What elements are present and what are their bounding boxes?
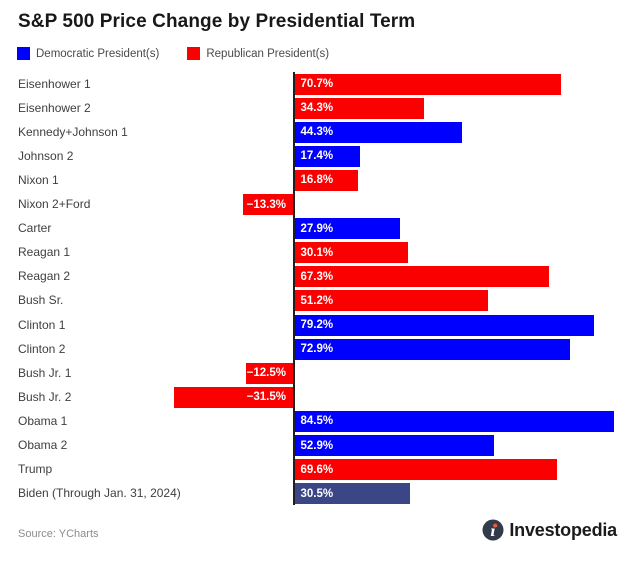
category-label: Reagan 2 [18,269,71,284]
chart-row: Obama 1 84.5% [0,410,633,432]
bar-democratic: 27.9% [294,218,400,240]
category-label: Carter [18,221,52,236]
bar-republican: −13.3% [242,194,293,215]
bar-democratic: 72.9% [294,338,570,360]
chart-row: Trump 69.6% [0,459,633,481]
category-label: Nixon 2+Ford [18,197,91,211]
category-label: Clinton 1 [18,317,66,332]
chart-title: S&P 500 Price Change by Presidential Ter… [18,11,416,32]
bar-republican: 16.8% [294,169,358,191]
chart-row: Nixon 2+Ford −13.3% [0,194,633,215]
chart-row: Bush Jr. 2 −31.5% [0,386,633,408]
chart-row: Reagan 2 67.3% [0,266,633,288]
legend: Democratic President(s) Republican Presi… [17,47,329,60]
bar-democratic: 84.5% [294,410,614,432]
bar-democratic: 30.5% [294,483,410,505]
chart-row: Reagan 1 30.1% [0,242,633,264]
plot-area: Eisenhower 1 70.7% Eisenhower 2 34.3% Kenned… [0,72,633,508]
legend-label-democratic: Democratic President(s) [36,47,160,60]
category-label: Bush Jr. 2 [18,389,72,404]
chart-row: Clinton 2 72.9% [0,338,633,360]
republican-swatch [187,47,201,60]
value-label: 30.5% [300,487,334,500]
bar-republican: 30.1% [294,242,409,264]
category-label: Bush Jr. 1 [18,365,72,380]
bar-republican: 51.2% [294,290,488,312]
investopedia-logo: ı Investopedia [482,519,617,541]
value-label: 69.6% [300,463,334,476]
bar-republican: −31.5% [174,386,293,408]
value-label: 51.2% [300,294,334,307]
legend-label-republican: Republican President(s) [206,47,330,60]
value-label: 72.9% [300,343,334,356]
category-label: Kennedy+Johnson 1 [18,124,128,139]
value-label: 17.4% [300,150,334,163]
chart-row: Eisenhower 2 34.3% [0,97,633,119]
svg-text:ı: ı [490,524,495,540]
value-label: 34.3% [300,102,334,115]
investopedia-icon: ı [482,519,504,541]
category-label: Obama 1 [18,413,68,428]
category-label: Johnson 2 [18,148,74,163]
chart-row: Eisenhower 1 70.7% [0,73,633,95]
value-label: −13.3% [246,198,286,211]
bar-democratic: 79.2% [294,314,594,336]
category-label: Eisenhower 2 [18,100,91,115]
legend-item-democratic: Democratic President(s) [17,47,159,60]
bar-republican: −12.5% [245,362,293,384]
value-label: 27.9% [300,222,334,235]
chart-row: Clinton 1 79.2% [0,314,633,336]
chart-row: Nixon 1 16.8% [0,169,633,191]
value-label: 79.2% [300,319,334,331]
chart-row: Kennedy+Johnson 1 44.3% [0,121,633,143]
value-label: −31.5% [246,391,286,404]
category-label: Nixon 1 [18,172,59,187]
legend-item-republican: Republican President(s) [187,47,329,60]
category-label: Biden (Through Jan. 31, 2024) [18,486,181,501]
bar-republican: 70.7% [294,73,562,95]
bar-democratic: 17.4% [294,145,361,167]
bar-democratic: 52.9% [294,435,495,456]
category-label: Clinton 2 [18,341,66,356]
chart-row: Bush Jr. 1 −12.5% [0,362,633,384]
zero-axis-line [293,72,295,505]
category-label: Obama 2 [18,438,68,452]
value-label: 70.7% [300,78,334,90]
chart-row: Obama 2 52.9% [0,435,633,456]
bar-republican: 67.3% [294,266,549,288]
value-label: 16.8% [300,174,334,187]
category-label: Eisenhower 1 [18,76,91,91]
chart-row: Bush Sr. 51.2% [0,290,633,312]
source-note: Source: YCharts [18,528,99,540]
bar-republican: 69.6% [294,459,558,481]
value-label: 67.3% [300,270,334,283]
category-label: Trump [18,462,53,477]
value-label: 30.1% [300,246,334,259]
investopedia-wordmark: Investopedia [509,519,617,540]
value-label: −12.5% [246,367,286,380]
bar-republican: 34.3% [294,97,425,119]
category-label: Bush Sr. [18,293,64,308]
chart-row: Johnson 2 17.4% [0,145,633,167]
value-label: 44.3% [300,126,334,139]
chart-row: Biden (Through Jan. 31, 2024) 30.5% [0,483,633,505]
value-label: 84.5% [300,415,334,428]
chart-row: Carter 27.9% [0,218,633,240]
category-label: Reagan 1 [18,245,71,260]
value-label: 52.9% [300,439,334,452]
democratic-swatch [17,47,30,60]
bar-democratic: 44.3% [294,121,462,143]
